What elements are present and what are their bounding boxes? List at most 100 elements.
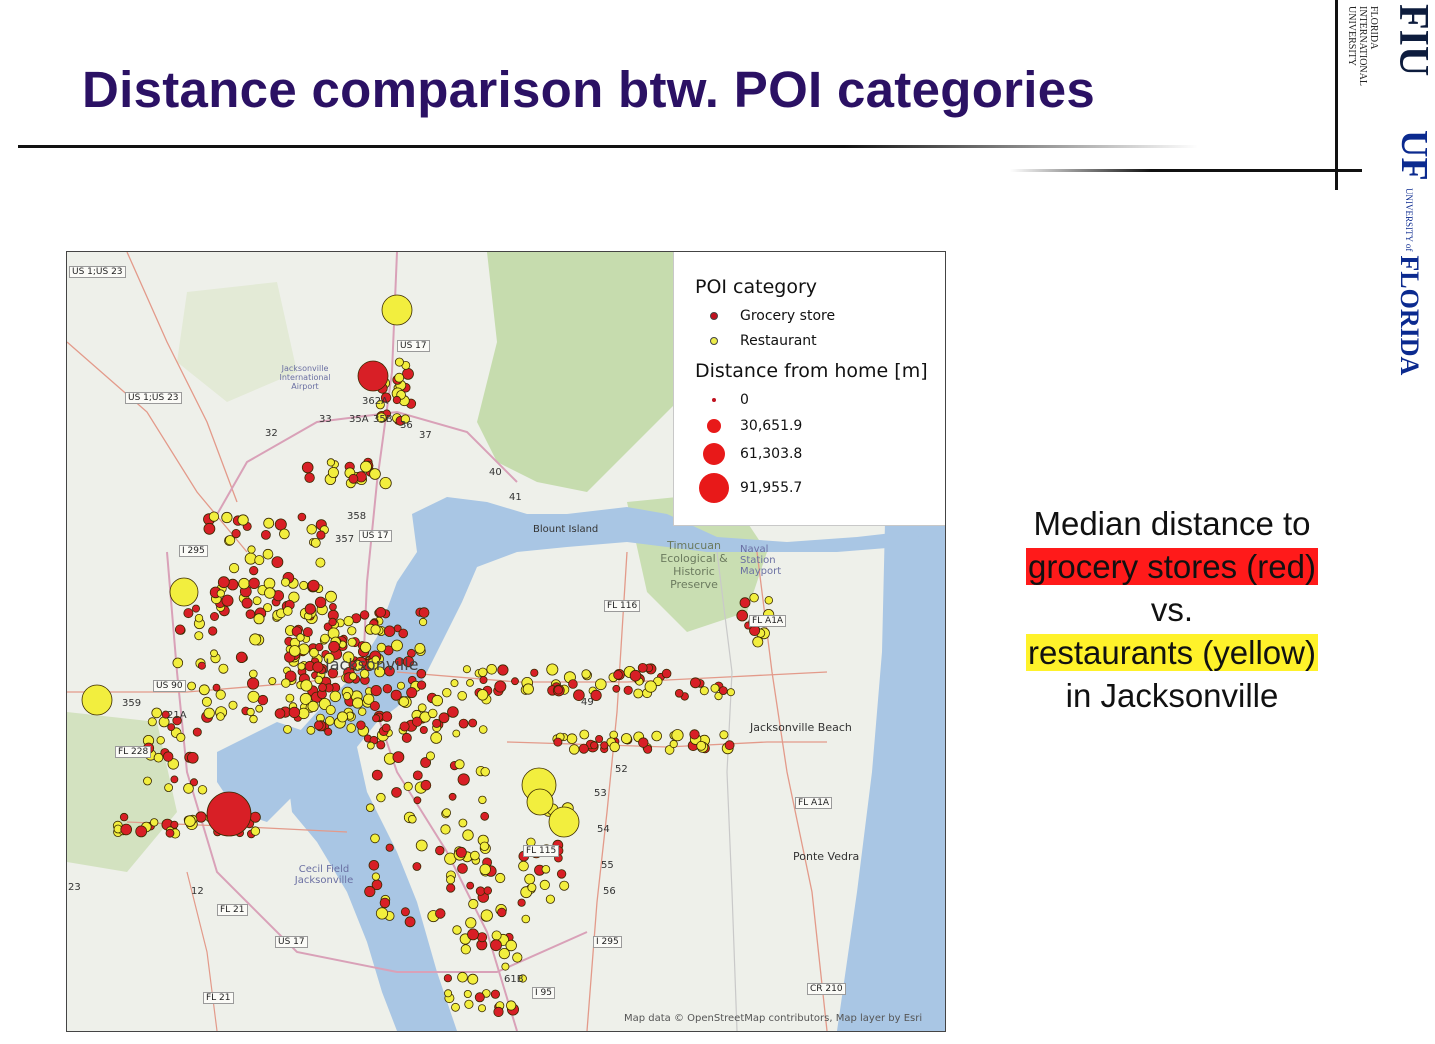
restaurant-point [394,357,404,367]
uf-logo-mark: UF [1393,130,1435,181]
legend-size-label: 61,303.8 [740,446,803,462]
restaurant-point [464,999,474,1009]
restaurant-point [325,590,337,603]
grocery-point [312,661,324,673]
caption-text: in Jacksonville [1065,677,1279,714]
restaurant-point [151,707,162,719]
restaurant-point [369,468,381,480]
restaurant-point [375,907,389,920]
exit-label: 357 [335,534,355,545]
grocery-point [385,843,394,852]
restaurant-point [167,758,180,770]
grocery-point [690,677,701,689]
restaurant-point [352,697,364,709]
restaurant-point [228,700,238,710]
restaurant-point [262,548,274,560]
restaurant-point [289,645,301,657]
restaurant-point [208,511,220,522]
restaurant-point [238,577,250,590]
grocery-point [170,820,179,829]
grocery-point [235,651,248,664]
restaurant-point [466,678,474,687]
grocery-point [553,737,563,747]
restaurant-point [440,824,451,835]
grocery-point [203,522,216,535]
restaurant-point [326,458,335,467]
map-attribution: Map data © OpenStreetMap contributors, M… [624,1013,923,1024]
restaurant-point [221,511,233,524]
grocery-point [135,825,148,838]
restaurant-point [147,717,157,727]
legend-item-label: Grocery store [740,308,836,324]
place-label-timucuan: Timucuan Ecological & Historic Preserve [660,539,728,591]
restaurant-point [479,841,490,852]
exit-label: 53 [594,788,607,799]
restaurant-point [176,732,186,742]
grocery-point [328,617,337,627]
restaurant-point [714,691,723,701]
grocery-point [623,685,633,695]
grocery-point [497,664,509,676]
restaurant-point [342,691,352,701]
restaurant-point [300,679,313,692]
caption-line: grocery stores (red) [1012,545,1332,588]
restaurant-point [752,636,764,648]
grocery-point [307,579,320,592]
restaurant-point [444,989,453,998]
grocery-point [249,565,259,576]
road-us90-west [67,671,368,693]
uf-logo-small-text: UNIVERSITY of [1404,188,1414,252]
road-label-us1-us23: US 1;US 23 [69,266,126,278]
restaurant-point [218,663,229,674]
restaurant-point [358,707,367,716]
grocery-point [167,723,176,732]
grocery-point [412,770,423,781]
restaurant-point [310,537,321,548]
restaurant-point [400,414,410,424]
restaurant-point [156,736,165,745]
restaurant-point [452,729,461,738]
place-label-jacksonville-beach: Jacksonville Beach [750,721,852,734]
restaurant-point [281,678,291,688]
uf-logo-text: UNIVERSITY of FLORIDA [1394,188,1424,375]
restaurant-point [346,723,357,733]
restaurant-point [381,294,413,326]
restaurant-point [347,637,357,647]
restaurant-point [81,684,113,716]
restaurant-point [442,688,452,698]
restaurant-point [609,741,620,753]
restaurant-point [187,681,196,691]
grocery-point [629,669,642,682]
restaurant-point [478,795,487,805]
grocery-point [241,597,253,609]
grocery-swatch [688,312,740,320]
grocery-point [438,712,450,724]
restaurant-point [594,678,607,691]
restaurant-point [264,587,276,599]
exit-label: 40 [489,467,502,478]
restaurant-point [370,624,381,635]
grocery-point [249,811,261,823]
grocery-point [359,610,370,620]
grocery-point [375,606,387,618]
restaurant-point [541,864,551,874]
uf-logo-florida-text: FLORIDA [1395,255,1424,376]
restaurant-point [521,914,531,924]
caption-line: in Jacksonville [1012,674,1332,717]
restaurant-point [342,651,355,664]
legend-size-label: 0 [740,392,749,408]
restaurant-point [480,909,493,922]
road-label-fl116: FL 116 [604,600,641,612]
grocery-point [197,661,206,670]
grocery-point [511,677,519,686]
restaurant-point [559,880,570,891]
road-label-us1-us23: US 1;US 23 [125,392,182,404]
grocery-point [483,886,492,895]
caption-line: restaurants (yellow) [1012,631,1332,674]
restaurant-point [462,665,471,674]
grocery-point [247,677,260,690]
grocery-point [348,473,359,484]
grocery-point [370,684,382,697]
grocery-point [384,665,395,677]
grocery-point [315,642,324,652]
